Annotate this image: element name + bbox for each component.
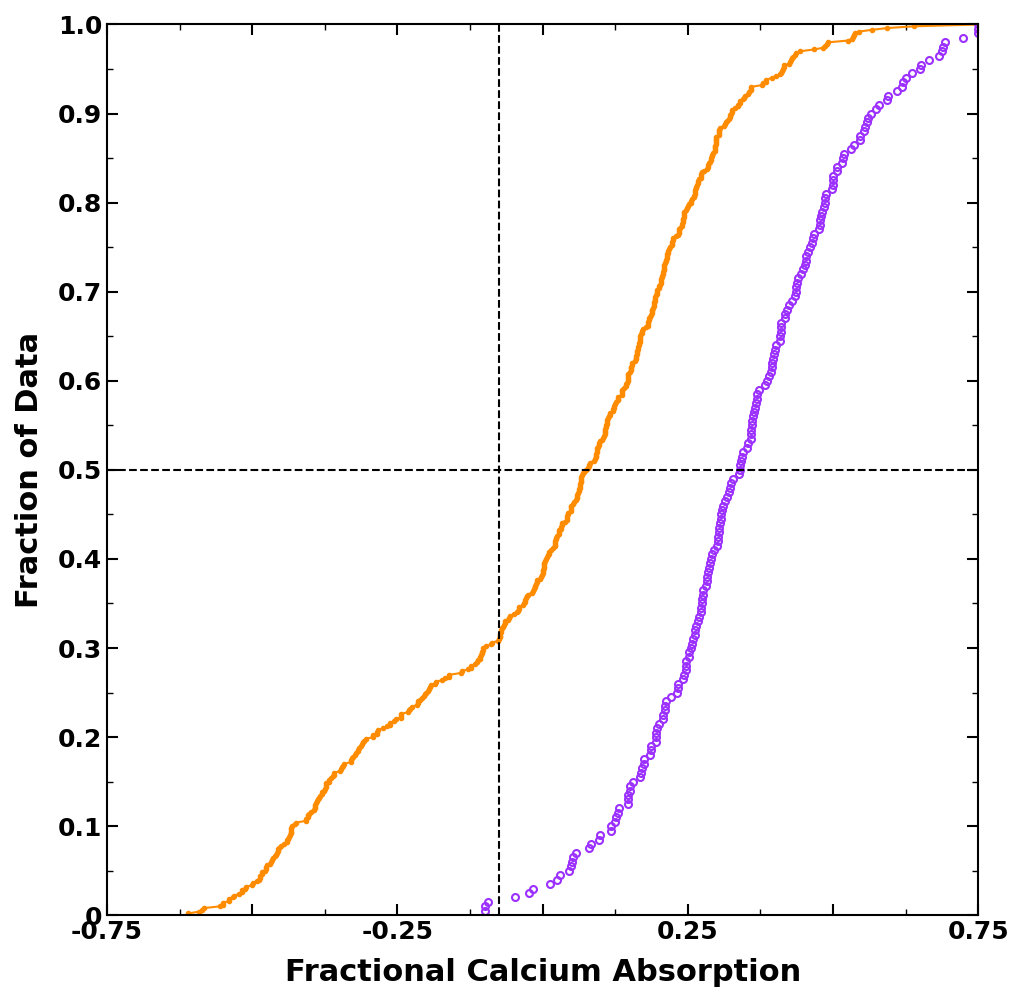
X-axis label: Fractional Calcium Absorption: Fractional Calcium Absorption — [285, 958, 801, 987]
Y-axis label: Fraction of Data: Fraction of Data — [15, 332, 44, 608]
